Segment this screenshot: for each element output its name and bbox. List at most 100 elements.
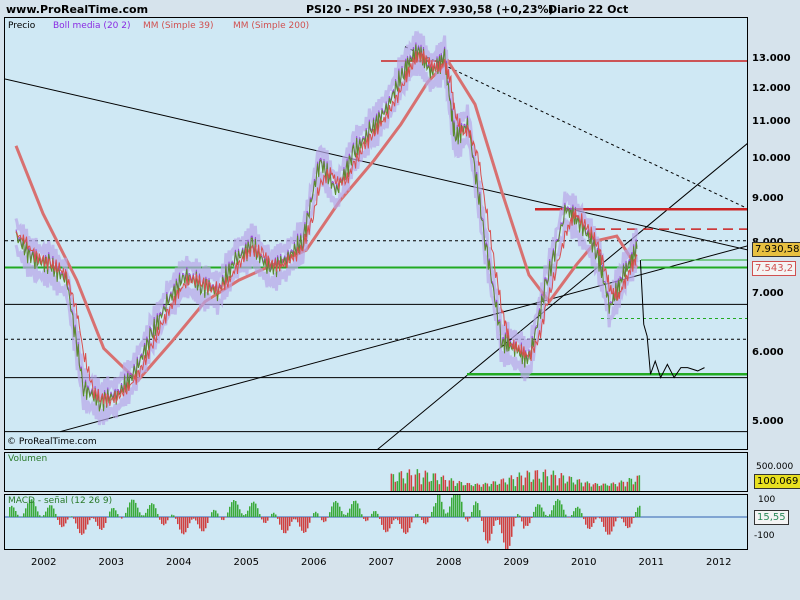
macd-bar — [183, 517, 185, 535]
macd-bar — [101, 517, 103, 530]
macd-bar — [631, 517, 633, 524]
volume-bar — [490, 483, 493, 491]
macd-bar — [141, 515, 143, 517]
macd-bar — [145, 512, 147, 517]
volume-bar — [498, 483, 501, 491]
volume-bar — [582, 486, 585, 491]
macd-bar — [417, 513, 419, 517]
volume-panel[interactable]: Volumen — [4, 452, 748, 492]
macd-bar — [25, 508, 27, 517]
macd-bar — [553, 505, 555, 517]
macd-bar — [393, 517, 395, 521]
macd-bar — [615, 517, 617, 522]
macd-bar — [537, 504, 539, 517]
macd-bar — [539, 504, 541, 517]
macd-bar — [211, 512, 213, 517]
macd-bar — [117, 514, 119, 517]
macd-chart — [5, 495, 747, 549]
last-price: 7.930,58 (+0,23%) — [438, 3, 554, 16]
macd-bar — [267, 517, 269, 521]
macd-bar — [341, 511, 343, 517]
macd-bar — [197, 517, 199, 525]
macd-bar — [453, 495, 455, 517]
macd-bar — [375, 511, 377, 517]
volume-bar — [426, 472, 429, 491]
macd-bar — [205, 517, 207, 529]
volume-bar — [452, 480, 455, 491]
volume-bar — [608, 485, 611, 491]
macd-bar — [509, 517, 511, 546]
macd-bar — [455, 495, 457, 517]
uptrend-line — [59, 245, 747, 433]
x-axis-tick: 2007 — [368, 557, 394, 568]
macd-bar — [607, 517, 609, 535]
macd-bar — [561, 504, 563, 517]
macd-bar — [497, 517, 499, 520]
macd-bar — [139, 512, 141, 517]
volume-bar — [556, 485, 559, 491]
volume-bar — [472, 486, 475, 491]
volume-bar — [604, 483, 607, 491]
volume-bar — [546, 476, 549, 491]
macd-bar — [363, 517, 365, 519]
volume-bar — [514, 486, 517, 491]
macd-bar — [411, 517, 413, 523]
volume-bar — [456, 483, 459, 491]
macd-bar — [111, 508, 113, 517]
volume-bar — [436, 480, 439, 491]
macd-bar — [227, 512, 229, 517]
volume-bar — [460, 482, 463, 491]
macd-bar — [605, 517, 607, 532]
macd-bar — [159, 517, 161, 520]
volume-scale-tick: 500.000 — [756, 462, 794, 472]
macd-bar — [489, 517, 491, 541]
macd-bar — [507, 517, 509, 549]
macd-bar — [317, 513, 319, 517]
macd-bar — [245, 514, 247, 517]
macd-panel[interactable]: MACD - señal (12 26 9) — [4, 494, 748, 550]
macd-bar — [77, 517, 79, 529]
volume-bar — [396, 481, 399, 491]
macd-bar — [335, 501, 337, 517]
macd-bar — [259, 514, 261, 517]
macd-bar — [189, 517, 191, 524]
macd-bar — [357, 503, 359, 517]
volume-bar — [424, 470, 427, 491]
volume-bar — [400, 471, 403, 491]
macd-bar — [45, 511, 47, 517]
macd-bar — [517, 514, 519, 517]
macd-bar — [349, 508, 351, 517]
x-axis-tick: 2009 — [503, 557, 529, 568]
macd-bar — [329, 512, 331, 517]
macd-bar — [151, 503, 153, 517]
macd-bar — [589, 517, 591, 530]
macd-bar — [361, 514, 363, 517]
macd-bar — [291, 517, 293, 522]
macd-bar — [389, 517, 391, 529]
macd-bar — [283, 517, 285, 534]
macd-bar — [475, 501, 477, 517]
site-name[interactable]: www.ProRealTime.com — [6, 3, 149, 16]
macd-bar — [253, 501, 255, 517]
macd-bar — [193, 517, 195, 519]
volume-bar — [588, 483, 591, 491]
volume-bar — [428, 481, 431, 491]
macd-bar — [51, 505, 53, 517]
downtrend-line — [5, 78, 747, 251]
volume-bar — [554, 475, 557, 491]
macd-bar — [443, 509, 445, 517]
x-axis-tick: 2005 — [233, 557, 259, 568]
macd-bar — [223, 517, 225, 521]
macd-bar — [231, 502, 233, 517]
macd-bar — [261, 517, 263, 520]
volume-bar — [602, 483, 605, 491]
macd-bar — [47, 507, 49, 517]
price-panel[interactable]: Precio Boll media (20 2) MM (Simple 39) … — [4, 17, 748, 450]
volume-bar — [394, 481, 397, 491]
macd-bar — [427, 517, 429, 523]
macd-bar — [59, 517, 61, 525]
macd-bar — [481, 517, 483, 521]
macd-bar — [143, 515, 145, 517]
legend-price: Precio — [8, 21, 36, 31]
volume-bar — [534, 470, 537, 491]
